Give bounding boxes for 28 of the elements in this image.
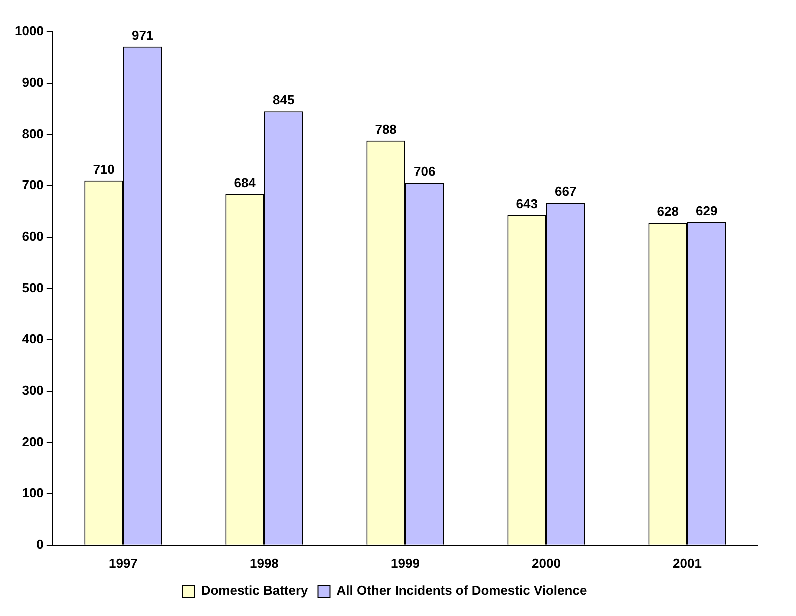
- y-tick-label: 200: [22, 434, 44, 450]
- x-tick-label: 1999: [391, 556, 420, 571]
- y-tick-label: 1000: [15, 24, 44, 39]
- x-tick-label: 2000: [532, 556, 561, 571]
- y-tick-label: 700: [22, 178, 44, 193]
- data-label: 788: [375, 122, 397, 137]
- data-label: 971: [132, 28, 154, 43]
- data-label: 684: [234, 175, 257, 190]
- x-tick-label: 1997: [108, 556, 138, 571]
- legend-label: Domestic Battery: [201, 583, 310, 598]
- y-tick-label: 100: [22, 486, 44, 501]
- y-tick-label: 900: [22, 74, 44, 90]
- x-tick-label: 1998: [250, 556, 279, 571]
- y-tick-label: 600: [22, 228, 44, 244]
- legend-label: All Other Incidents of Domestic Violence: [336, 583, 588, 598]
- y-tick-label: 400: [22, 332, 44, 347]
- data-label: 628: [657, 204, 679, 220]
- data-label: 643: [516, 196, 538, 212]
- data-label: 845: [272, 92, 295, 108]
- data-label: 667: [555, 184, 577, 200]
- data-label: 706: [414, 164, 436, 180]
- y-tick-label: 800: [22, 126, 44, 142]
- y-tick-label: 500: [22, 280, 44, 296]
- data-label: 629: [696, 204, 718, 219]
- y-tick-label: 0: [36, 536, 44, 552]
- x-tick-label: 2001: [673, 556, 702, 571]
- y-tick-label: 300: [22, 382, 44, 398]
- data-label: 710: [93, 162, 115, 177]
